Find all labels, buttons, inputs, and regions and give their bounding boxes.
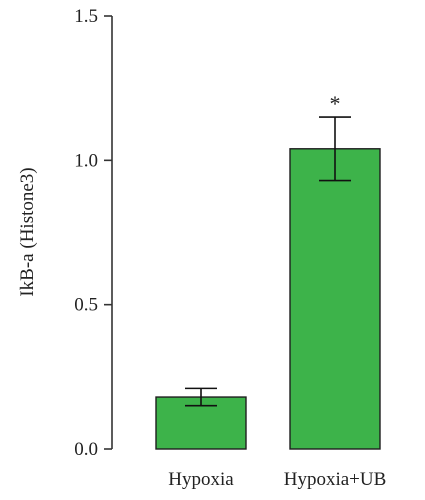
bars-group: * [155, 91, 381, 450]
y-axis: 0.0 0.5 1.0 1.5 [74, 6, 113, 460]
y-tick-label: 0.5 [74, 295, 98, 316]
x-axis-ticks: Hypoxia Hypoxia+UB [168, 469, 386, 490]
x-tick-label: Hypoxia [168, 469, 234, 490]
significance-asterisk: * [330, 91, 341, 116]
y-tick-label: 0.0 [74, 439, 98, 460]
bar [289, 148, 381, 450]
y-tick-label: 1.5 [74, 6, 98, 27]
x-tick-label: Hypoxia+UB [284, 469, 387, 490]
y-axis-label: IkB-a (Histone3) [17, 167, 38, 296]
y-tick-label: 1.0 [74, 150, 98, 171]
